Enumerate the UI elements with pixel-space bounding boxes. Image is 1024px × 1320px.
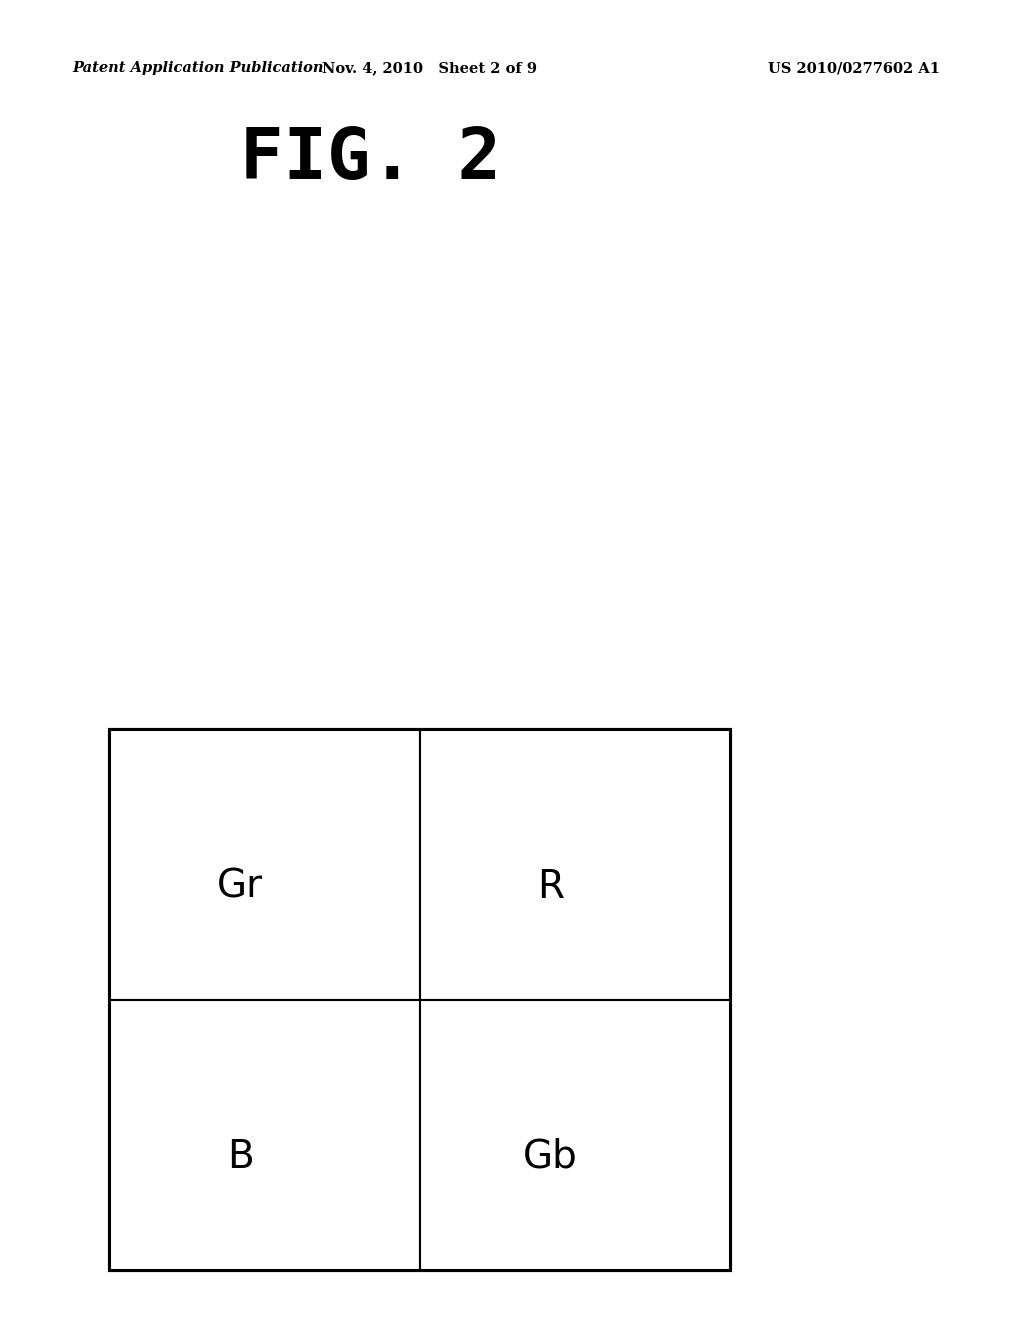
Text: Gr: Gr [217, 867, 263, 906]
Bar [110, 1001, 420, 1270]
Text: R: R [537, 867, 563, 906]
Text: Nov. 4, 2010   Sheet 2 of 9: Nov. 4, 2010 Sheet 2 of 9 [323, 61, 538, 75]
Text: Patent Application Publication: Patent Application Publication [72, 61, 324, 75]
Bar [420, 730, 730, 1001]
Bar [110, 730, 730, 1270]
Text: US 2010/0277602 A1: US 2010/0277602 A1 [768, 61, 940, 75]
Bar [110, 730, 420, 1001]
Text: FIG. 2: FIG. 2 [240, 125, 501, 194]
Text: Gb: Gb [523, 1138, 578, 1176]
Bar [420, 1001, 730, 1270]
Text: B: B [227, 1138, 254, 1176]
